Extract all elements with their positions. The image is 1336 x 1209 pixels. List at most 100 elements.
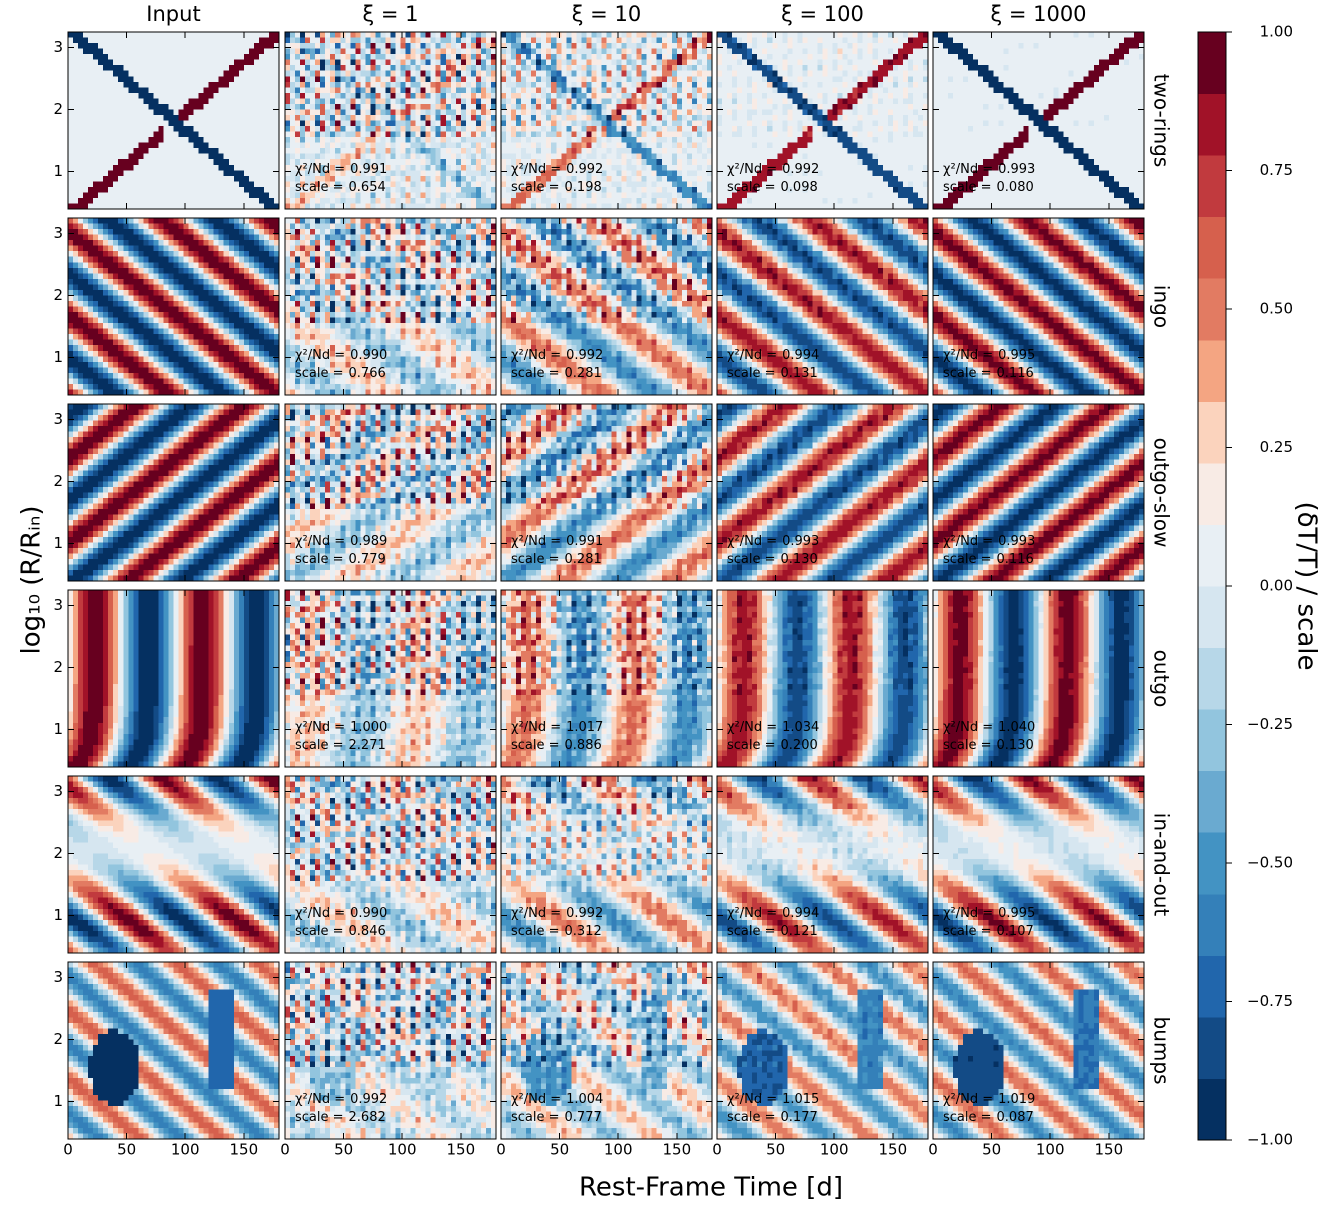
heatmap-cell [853,159,859,165]
heatmap-cell [526,65,532,71]
heatmap-cell [163,87,169,93]
heatmap-cell [264,148,270,154]
heatmap-cell [571,60,577,66]
heatmap-cell [148,181,154,187]
heatmap-cell [406,148,412,154]
heatmap-cell [812,115,818,121]
heatmap-cell [556,38,562,44]
heatmap-cell [566,54,572,60]
heatmap-cell [360,65,366,71]
heatmap-cell [747,65,753,71]
heatmap-cell [431,159,437,165]
heatmap-cell [194,121,200,127]
heatmap-cell [742,98,748,104]
heatmap-cell [682,165,688,171]
heatmap-cell [792,98,798,104]
heatmap-cell [83,137,89,143]
heatmap-cell [727,132,733,138]
heatmap-cell [103,32,109,38]
heatmap-cell [148,170,154,176]
heatmap-cell [123,60,129,66]
heatmap-cell [300,60,306,66]
heatmap-cell [113,104,119,110]
heatmap-cell [612,192,618,198]
y-tick-label: 1 [53,162,63,180]
heatmap-cell [571,98,577,104]
heatmap-cell [209,198,215,204]
heatmap-cell [647,132,653,138]
heatmap-cell [93,170,99,176]
heatmap-cell [461,132,467,138]
heatmap-cell [335,104,341,110]
heatmap-cell [843,176,849,182]
heatmap-cell [511,38,517,44]
heatmap-cell [254,198,260,204]
heatmap-cell [732,93,738,99]
heatmap-cell [315,49,321,55]
heatmap-cell [330,104,336,110]
heatmap-cell [330,38,336,44]
heatmap-cell [325,154,331,160]
heatmap-cell [239,181,245,187]
heatmap-cell [244,143,250,149]
heatmap-cell [682,126,688,132]
heatmap-cell [224,32,230,38]
heatmap-cell [672,93,678,99]
heatmap-cell [158,71,164,77]
heatmap-cell [229,126,235,132]
heatmap-cell [345,137,351,143]
heatmap-cell [123,87,129,93]
heatmap-cell [667,187,673,193]
heatmap-cell [310,148,316,154]
heatmap-cell [249,65,255,71]
heatmap-cell [310,87,316,93]
heatmap-cell [204,121,210,127]
heatmap-cell [305,60,311,66]
heatmap-cell [320,115,326,121]
heatmap-cell [416,115,422,121]
heatmap-cell [843,71,849,77]
heatmap-cell [692,76,698,82]
heatmap-cell [622,71,628,77]
heatmap-cell [229,54,235,60]
heatmap-cell [128,159,134,165]
heatmap-cell [103,60,109,66]
heatmap-cell [133,104,139,110]
heatmap-cell [581,65,587,71]
heatmap-cell [118,159,124,165]
heatmap-cell [214,187,220,193]
heatmap-cell [224,170,230,176]
heatmap-cell [426,76,432,82]
heatmap-cell [254,148,260,154]
heatmap-cell [174,76,180,82]
heatmap-cell [426,38,432,44]
heatmap-cell [73,165,79,171]
heatmap-cell [677,192,683,198]
heatmap-cell [521,137,527,143]
heatmap-cell [692,65,698,71]
heatmap-cell [622,60,628,66]
heatmap-cell [219,38,225,44]
heatmap-cell [622,132,628,138]
heatmap-cell [391,65,397,71]
heatmap-cell [441,170,447,176]
heatmap-cell [83,170,89,176]
heatmap-cell [622,154,628,160]
heatmap-cell [617,159,623,165]
heatmap-cell [848,121,854,127]
heatmap-cell [586,49,592,55]
heatmap-cell [817,143,823,149]
heatmap-cell [168,132,174,138]
heatmap-cell [762,109,768,115]
heatmap-cell [416,176,422,182]
heatmap-cell [607,170,613,176]
heatmap-cell [325,93,331,99]
heatmap-cell [742,109,748,115]
heatmap-cell [501,143,507,149]
heatmap-cell [823,65,829,71]
heatmap-cell [486,176,492,182]
heatmap-cell [396,109,402,115]
heatmap-cell [138,87,144,93]
heatmap-cell [481,76,487,82]
heatmap-cell [174,154,180,160]
